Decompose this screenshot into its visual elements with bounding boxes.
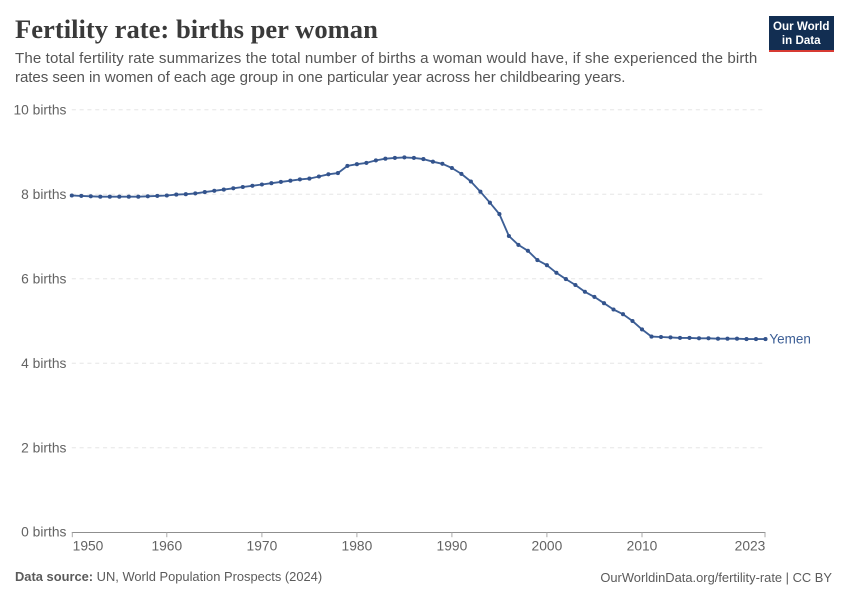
svg-text:10 births: 10 births [13, 103, 66, 118]
svg-text:Yemen: Yemen [769, 331, 811, 346]
svg-text:1950: 1950 [73, 538, 104, 553]
svg-text:2010: 2010 [627, 538, 658, 553]
svg-text:1970: 1970 [247, 538, 278, 553]
svg-text:1990: 1990 [437, 538, 468, 553]
svg-text:4 births: 4 births [21, 356, 66, 371]
svg-text:2000: 2000 [532, 538, 563, 553]
svg-text:0 births: 0 births [21, 525, 66, 540]
svg-text:1980: 1980 [342, 538, 373, 553]
svg-text:2 births: 2 births [21, 441, 66, 456]
svg-text:8 births: 8 births [21, 187, 66, 202]
svg-text:2023: 2023 [735, 538, 766, 553]
svg-text:1960: 1960 [151, 538, 182, 553]
svg-text:6 births: 6 births [21, 272, 66, 287]
